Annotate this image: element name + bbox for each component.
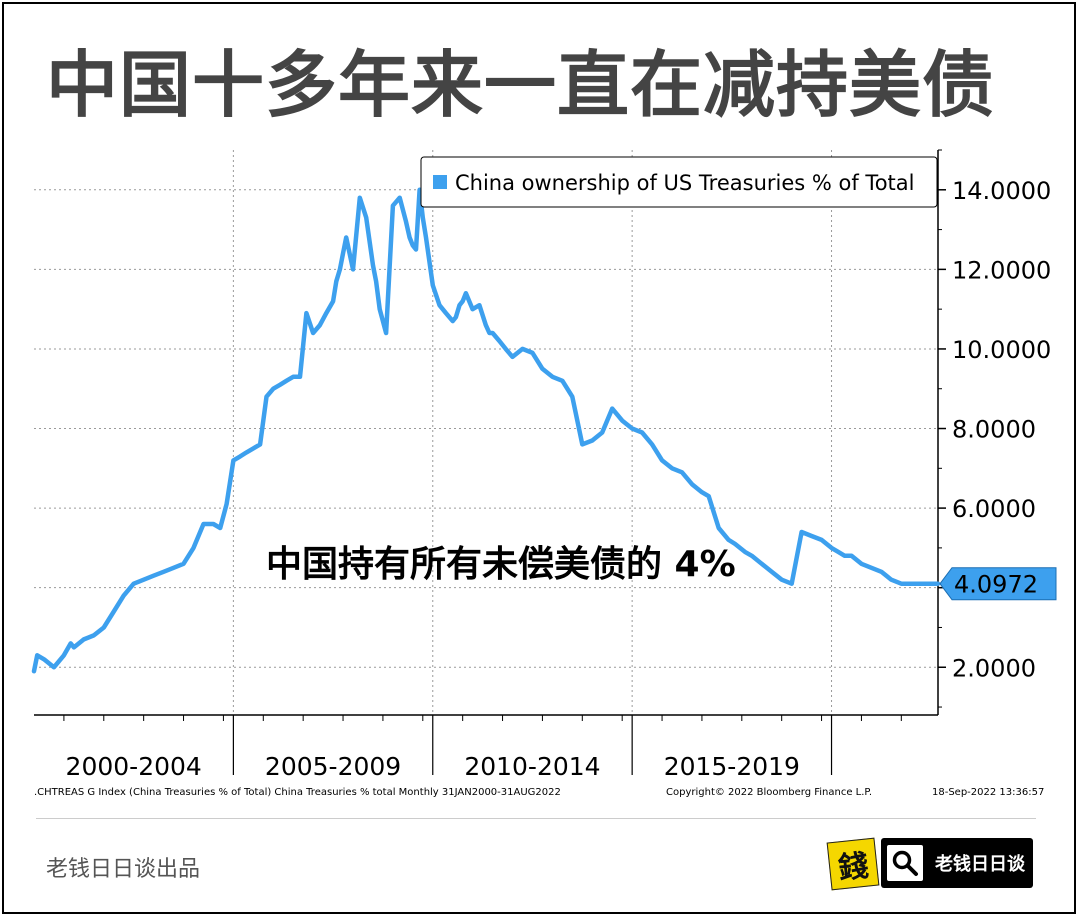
- last-value-label: 4.0972: [954, 571, 1038, 599]
- search-badge[interactable]: 老钱日日谈: [881, 838, 1033, 888]
- legend-box: [420, 156, 938, 208]
- last-value-marker: [939, 567, 1057, 601]
- y-tick-label: 12.0000: [952, 256, 1051, 284]
- chart-annotation: 中国持有所有未偿美债的 4%: [266, 544, 736, 585]
- y-tick-label: 8.0000: [952, 416, 1036, 444]
- legend-label: China ownership of US Treasuries % of To…: [455, 171, 914, 195]
- footnote-copyright: Copyright© 2022 Bloomberg Finance L.P.: [666, 787, 873, 798]
- chart-footnote: .CHTREAS G Index (China Treasuries % of …: [34, 787, 1064, 803]
- footnote-source: .CHTREAS G Index (China Treasuries % of …: [34, 787, 561, 798]
- page-title: 中国十多年来一直在减持美债: [46, 43, 996, 127]
- series-line: [31, 187, 941, 674]
- y-tick-label: 6.0000: [952, 495, 1036, 523]
- footer-divider: [36, 818, 1036, 819]
- footnote-timestamp: 18-Sep-2022 13:36:57: [932, 787, 1045, 798]
- badge-label: 老钱日日谈: [935, 854, 1025, 875]
- publisher-credit: 老钱日日谈出品: [46, 857, 201, 882]
- x-period-label: 2000-2004: [66, 752, 202, 781]
- y-tick-label: 2.0000: [952, 654, 1036, 682]
- x-period-label: 2005-2009: [265, 752, 401, 781]
- y-tick-label: 10.0000: [952, 336, 1051, 364]
- x-period-label: 2010-2014: [464, 752, 600, 781]
- legend-swatch: [433, 175, 447, 189]
- x-period-label: 2015-2019: [664, 752, 800, 781]
- brand-logo: 錢: [826, 837, 880, 891]
- search-icon: [887, 845, 923, 881]
- y-tick-label: 14.0000: [952, 177, 1051, 205]
